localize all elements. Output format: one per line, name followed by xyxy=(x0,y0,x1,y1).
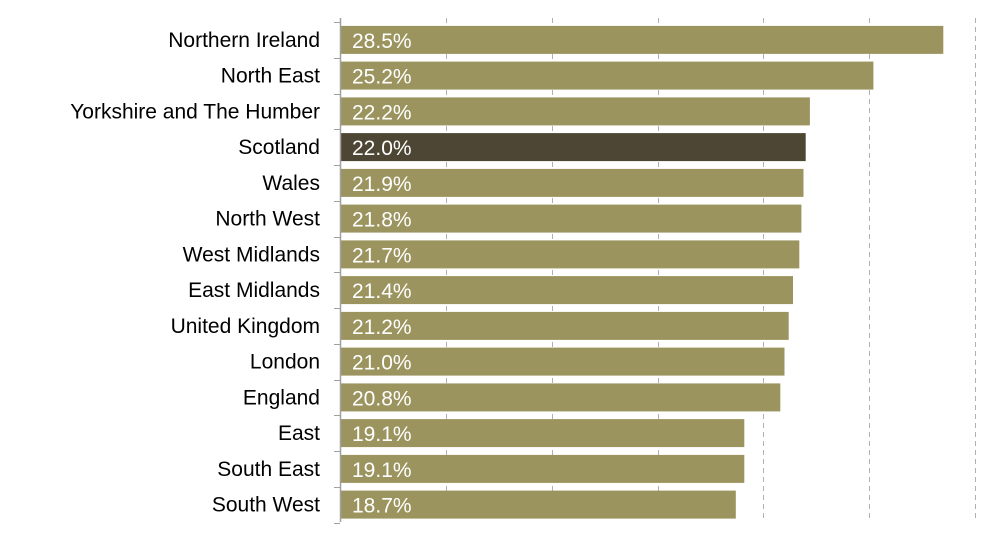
bar-north-west xyxy=(340,204,802,233)
data-label: 21.7% xyxy=(352,244,412,267)
data-label: 18.7% xyxy=(352,495,412,518)
bar-yorkshire-and-the-humber xyxy=(340,97,810,126)
data-label: 19.1% xyxy=(352,423,412,446)
bar-northern-ireland xyxy=(340,25,944,54)
bar-north-east xyxy=(340,61,874,90)
category-label: United Kingdom xyxy=(171,315,320,338)
category-label: England xyxy=(243,386,320,409)
category-label: East Midlands xyxy=(188,279,320,302)
bar-united-kingdom xyxy=(340,311,789,340)
data-label: 21.2% xyxy=(352,316,412,339)
data-label: 21.4% xyxy=(352,280,412,303)
category-label: Northern Ireland xyxy=(168,29,320,52)
data-label: 21.8% xyxy=(352,209,412,232)
data-label: 21.9% xyxy=(352,173,412,196)
bar-england xyxy=(340,383,781,412)
bar-east-midlands xyxy=(340,276,793,305)
bars xyxy=(340,25,944,519)
data-label: 20.8% xyxy=(352,387,412,410)
bar-wales xyxy=(340,168,804,197)
category-label: East xyxy=(278,422,320,445)
data-label: 22.0% xyxy=(352,137,412,160)
category-label: London xyxy=(250,351,320,374)
bar-east xyxy=(340,419,745,448)
category-label: Scotland xyxy=(238,136,320,159)
category-label: Yorkshire and The Humber xyxy=(70,100,320,123)
category-label: Wales xyxy=(262,172,320,195)
axes xyxy=(334,18,342,524)
bar-west-midlands xyxy=(340,240,800,269)
bar-south-east xyxy=(340,454,745,483)
category-labels: Northern Ireland North East Yorkshire and … xyxy=(70,29,320,517)
data-label: 19.1% xyxy=(352,459,412,482)
category-label: South East xyxy=(217,458,320,481)
data-label: 28.5% xyxy=(352,30,412,53)
bar-south-west xyxy=(340,490,736,519)
category-label: South West xyxy=(212,494,320,517)
bar-london xyxy=(340,347,785,376)
value-labels: 28.5% 25.2% 22.2% 22.0% 21.9% 21.8% 21.7% 21.4%… xyxy=(352,30,412,518)
category-label: North East xyxy=(221,65,320,88)
data-label: 21.0% xyxy=(352,352,412,375)
category-label: West Midlands xyxy=(183,243,320,266)
data-label: 25.2% xyxy=(352,66,412,89)
bar-scotland xyxy=(340,133,806,162)
category-label: North West xyxy=(215,208,320,231)
data-label: 22.2% xyxy=(352,101,412,124)
